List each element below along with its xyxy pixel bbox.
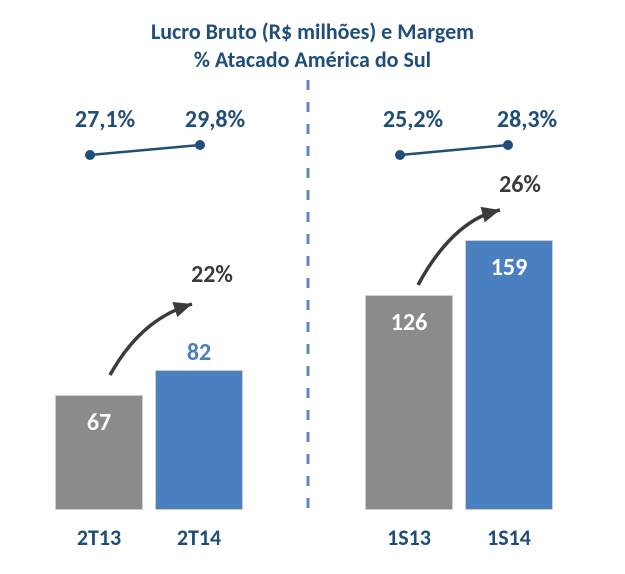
margin-label-1s13: 25,2%: [368, 105, 458, 134]
chart-title-line1: Lucro Bruto (R$ milhões) e Margem: [0, 18, 625, 45]
growth-label-right: 26%: [480, 170, 560, 199]
growth-label-left: 22%: [172, 260, 252, 289]
bar-value-1s13: 126: [366, 308, 452, 337]
margin-line-right: [400, 145, 508, 155]
bar-1s14: 159: [465, 240, 553, 510]
marker-1s14: [503, 140, 513, 150]
marker-2t14: [195, 140, 205, 150]
bar-1s13: 126: [365, 295, 453, 510]
chart-container: Lucro Bruto (R$ milhões) e Margem % Atac…: [0, 0, 625, 574]
chart-title-line2: % Atacado América do Sul: [0, 46, 625, 73]
marker-1s13: [395, 150, 405, 160]
xlabel-1s13: 1S13: [365, 524, 453, 551]
bar-value-1s14: 159: [466, 253, 552, 282]
marker-2t13: [85, 150, 95, 160]
bar-2t13: 67: [55, 395, 143, 510]
xlabel-1s14: 1S14: [465, 524, 553, 551]
margin-line-left: [90, 145, 200, 155]
bar-value-2t14: 82: [156, 338, 242, 367]
xlabel-2t13: 2T13: [55, 524, 143, 551]
xlabel-2t14: 2T14: [155, 524, 243, 551]
margin-label-2t13: 27,1%: [60, 105, 150, 134]
margin-label-1s14: 28,3%: [482, 105, 572, 134]
bar-2t14: 82: [155, 370, 243, 510]
bar-value-2t13: 67: [56, 408, 142, 437]
margin-label-2t14: 29,8%: [170, 105, 260, 134]
